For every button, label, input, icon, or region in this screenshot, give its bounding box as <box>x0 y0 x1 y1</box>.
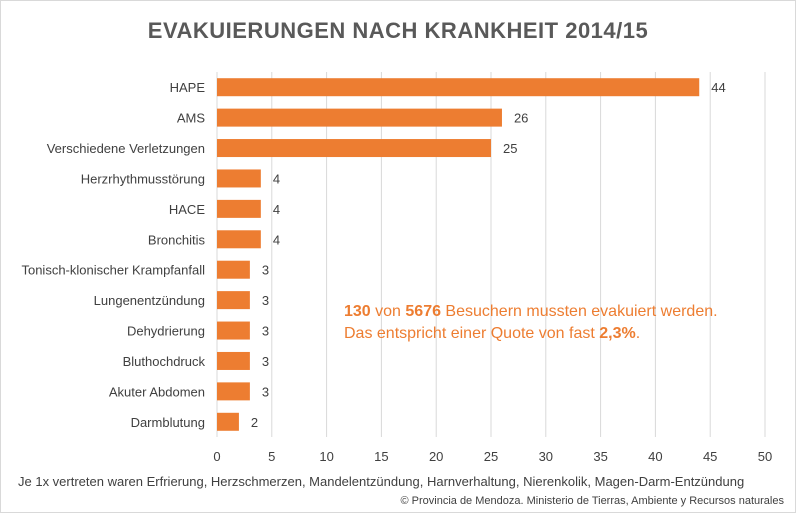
chart-title: EVAKUIERUNGEN NACH KRANKHEIT 2014/15 <box>147 18 649 43</box>
category-label: Akuter Abdomen <box>109 384 205 399</box>
bar <box>217 321 250 340</box>
bar <box>217 78 700 97</box>
evacuation-note-line-1: 130 von 5676 Besuchern mussten evakuiert… <box>344 301 774 323</box>
x-tick-label: 30 <box>539 449 553 464</box>
x-tick-label: 5 <box>268 449 275 464</box>
gridlines <box>216 72 766 437</box>
data-label: 4 <box>273 232 280 247</box>
data-label: 3 <box>262 263 269 278</box>
evacuation-note-line-2: Das entspricht einer Quote von fast 2,3%… <box>344 323 774 345</box>
category-label: Dehydrierung <box>127 324 205 339</box>
x-tick-label: 25 <box>484 449 498 464</box>
x-tick-label: 15 <box>374 449 388 464</box>
bar <box>217 169 261 188</box>
bar <box>217 230 261 249</box>
x-tick-label: 50 <box>758 449 772 464</box>
category-label: Bluthochdruck <box>123 354 206 369</box>
data-label: 44 <box>711 80 725 95</box>
evacuation-rate: 2,3% <box>599 325 636 342</box>
note-text-2: Besuchern mussten evakuiert werden. <box>440 303 718 320</box>
footnote: Je 1x vertreten waren Erfrierung, Herzsc… <box>18 474 745 489</box>
category-label: HACE <box>169 202 205 217</box>
note-text-3: Das entspricht einer Quote von fast <box>344 325 600 342</box>
x-tick-label: 0 <box>213 449 220 464</box>
category-label: Lungenentzündung <box>94 293 205 308</box>
bar <box>217 199 261 218</box>
bars <box>217 78 700 431</box>
data-label: 3 <box>262 354 269 369</box>
category-labels: HAPE AMS Verschiedene Verletzungen Herzrhyt… <box>21 80 205 430</box>
data-label: 26 <box>514 111 528 126</box>
data-label: 4 <box>273 171 280 186</box>
bar <box>217 108 502 127</box>
data-label: 2 <box>251 415 258 430</box>
category-label: AMS <box>177 111 206 126</box>
category-label: HAPE <box>170 80 206 95</box>
x-tick-label: 35 <box>593 449 607 464</box>
bar <box>217 291 250 310</box>
bar <box>217 351 250 370</box>
evacuation-note: 130 von 5676 Besuchern mussten evakuiert… <box>344 301 774 345</box>
visitor-total: 5676 <box>405 303 441 320</box>
data-label: 3 <box>262 293 269 308</box>
data-label: 3 <box>262 384 269 399</box>
note-text-4: . <box>635 325 641 342</box>
category-label: Bronchitis <box>148 232 206 247</box>
data-label: 3 <box>262 324 269 339</box>
x-tick-label: 20 <box>429 449 443 464</box>
evacuated-count: 130 <box>344 303 371 320</box>
source-credit: © Provincia de Mendoza. Ministerio de Ti… <box>400 495 784 507</box>
data-label: 25 <box>503 141 517 156</box>
bar <box>217 382 250 401</box>
x-tick-label: 40 <box>648 449 662 464</box>
bar <box>217 260 250 279</box>
bar <box>217 139 491 158</box>
note-text-1: von <box>370 303 406 320</box>
category-label: Verschiedene Verletzungen <box>47 141 205 156</box>
bar <box>217 412 239 431</box>
category-label: Herzrhythmusstörung <box>81 171 205 186</box>
x-tick-labels: 0 5 10 15 20 25 30 35 40 45 50 <box>213 449 772 464</box>
data-label: 4 <box>273 202 280 217</box>
x-tick-label: 45 <box>703 449 717 464</box>
x-tick-label: 10 <box>319 449 333 464</box>
category-label: Darmblutung <box>131 415 205 430</box>
category-label: Tonisch-klonischer Krampfanfall <box>21 263 205 278</box>
